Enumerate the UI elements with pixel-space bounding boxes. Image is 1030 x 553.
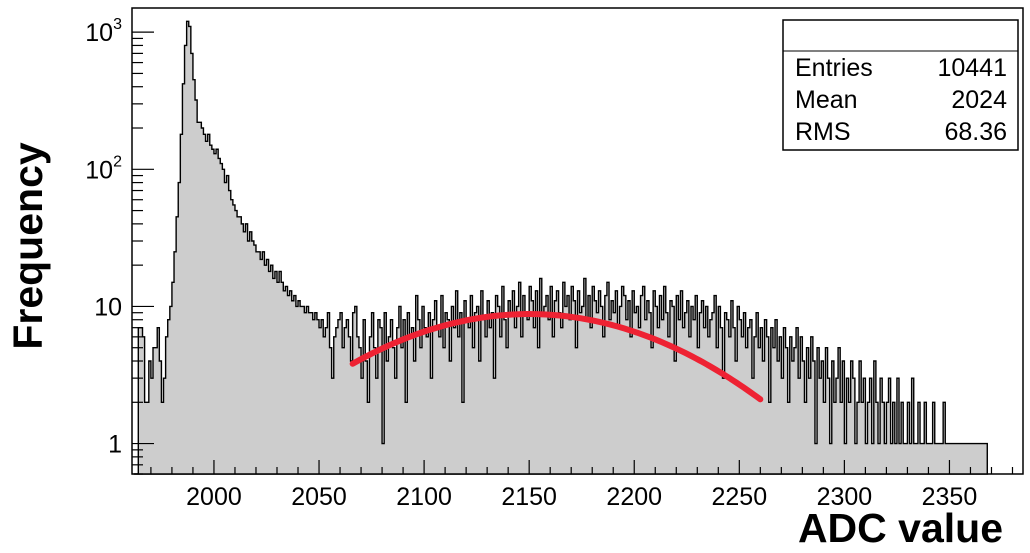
stats-entries-label: Entries (795, 54, 873, 82)
x-tick-label: 2150 (501, 483, 557, 511)
y-tick-label: 10 (94, 293, 122, 321)
stats-mean-label: Mean (795, 86, 858, 114)
x-tick-label: 2000 (186, 483, 242, 511)
x-tick-label: 2300 (817, 483, 873, 511)
x-tick-label: 2350 (922, 483, 978, 511)
x-tick-label: 2250 (711, 483, 767, 511)
y-tick-label: 1 (108, 431, 122, 459)
y-tick-label: 102 (85, 153, 122, 184)
x-tick-label: 2200 (606, 483, 662, 511)
stats-entries-value: 10441 (937, 54, 1007, 82)
stats-rms-value: 68.36 (944, 118, 1007, 146)
axes: 2000 2050 2100 2150 2200 2250 2300 2350 1 10 102 10… (85, 16, 1014, 511)
fit-curve-group (349, 311, 764, 403)
x-tick-label: 2050 (291, 483, 347, 511)
stats-mean-value: 2024 (951, 86, 1007, 114)
y-axis-title: Frequency (5, 142, 51, 350)
stats-box-frame (782, 19, 1019, 151)
stats-rms-label: RMS (795, 118, 851, 146)
x-axis-title: ADC value (798, 505, 1003, 551)
stats-box: Entries 10441 Mean 2024 RMS 68.36 (782, 19, 1019, 151)
histogram-bars (134, 20, 988, 475)
y-tick-label: 103 (85, 16, 122, 47)
fit-curve (349, 311, 764, 403)
x-tick-label: 2100 (396, 483, 452, 511)
histogram-outline (134, 20, 988, 475)
